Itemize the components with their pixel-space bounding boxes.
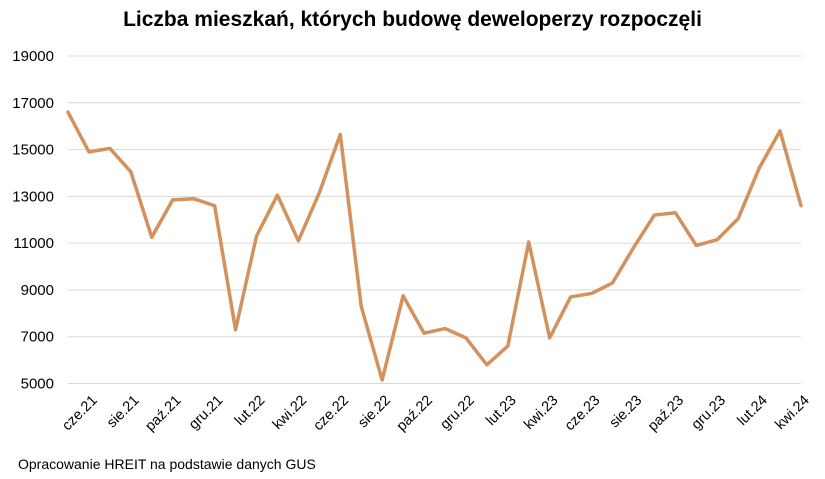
y-tick-label: 17000 (12, 95, 54, 112)
x-tick-label: cze.22 (311, 393, 353, 435)
series-layer (66, 110, 803, 382)
source-note: Opracowanie HREIT na podstawie danych GU… (18, 456, 316, 472)
x-tick-label: paź.21 (142, 393, 184, 435)
y-tick-label: 19000 (12, 48, 54, 65)
y-tick-label: 13000 (12, 188, 54, 205)
chart-title: Liczba mieszkań, których budowę dewelope… (123, 8, 702, 31)
x-tick-label: gru.23 (689, 393, 729, 433)
x-tick-label: kwi.23 (521, 393, 561, 433)
x-tick-label: lut.22 (232, 393, 268, 429)
y-axis-ticks: 5000 7000 9000 11000 13000 15000 17000 19000 (12, 48, 54, 393)
x-tick-label: lut.23 (483, 393, 519, 429)
x-tick-label: kwi.24 (772, 393, 812, 433)
x-tick-label: sie.21 (104, 393, 143, 432)
y-tick-label: 5000 (21, 376, 54, 393)
y-tick-label: 11000 (13, 235, 54, 252)
x-tick-label: sie.23 (607, 393, 646, 432)
x-tick-label: sie.22 (355, 393, 394, 432)
x-tick-label: gru.21 (186, 393, 226, 433)
x-tick-label: cze.21 (59, 393, 101, 435)
x-tick-label: cze.23 (562, 393, 604, 435)
x-tick-label: gru.22 (437, 393, 477, 433)
y-tick-label: 9000 (21, 282, 54, 299)
x-tick-label: lut.24 (735, 393, 771, 429)
y-tick-label: 7000 (21, 329, 54, 346)
series-line (66, 110, 803, 382)
x-tick-label: paź.22 (394, 393, 436, 435)
gridlines (68, 55, 801, 384)
x-tick-label: kwi.22 (270, 393, 310, 433)
y-tick-label: 15000 (12, 142, 54, 159)
x-tick-label: paź.23 (645, 393, 687, 435)
x-axis-ticks: cze.21 sie.21 paź.21 gru.21 lut.22 kwi.22 cze.… (59, 393, 813, 435)
